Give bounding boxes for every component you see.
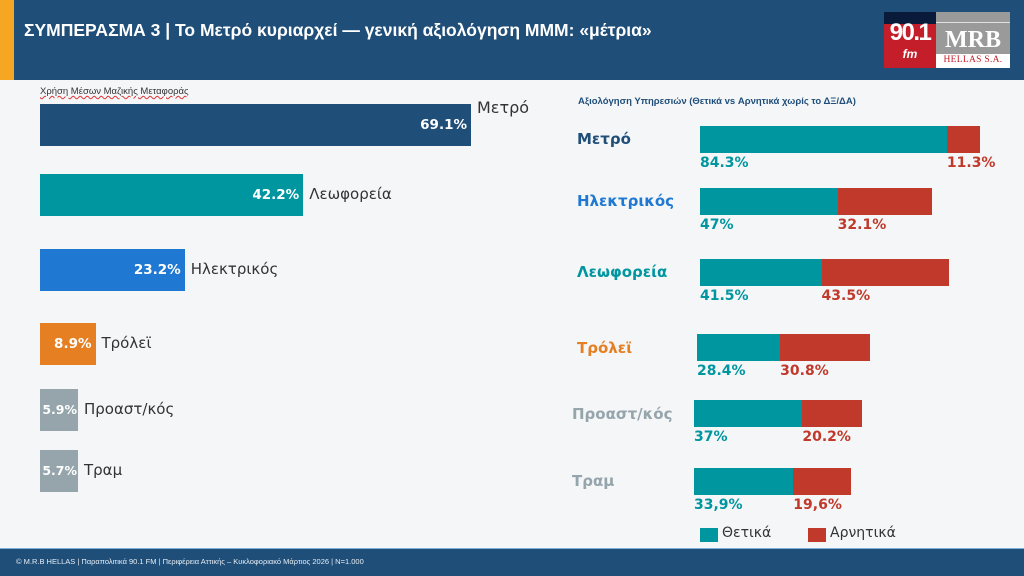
footer: © M.R.B HELLAS | Παραπολιτικά 90.1 FM | … (0, 548, 1024, 576)
usage-category-label: Προαστ/κός (84, 400, 175, 418)
rating-value-positive: 47% (700, 217, 734, 233)
usage-category-label: Μετρό (477, 98, 530, 117)
rating-value-positive: 41.5% (700, 288, 749, 304)
usage-bar-value-label: 5.9% (42, 402, 77, 417)
rating-value-positive: 84.3% (700, 155, 749, 171)
usage-bar: 42.2% (40, 174, 304, 216)
mrb-logo-subtext: HELLAS S.A. (943, 55, 1003, 65)
rating-value-negative: 30.8% (780, 363, 829, 379)
usage-category-label: Λεωφορεία (309, 185, 392, 203)
rating-category-label: Τρόλεϊ (577, 339, 632, 357)
usage-category-label: Ηλεκτρικός (190, 260, 279, 278)
rating-bar-negative (837, 188, 932, 215)
usage-bar-value-label: 23.2% (133, 262, 181, 278)
header-accent-stripe (0, 0, 14, 80)
rating-bar-positive (700, 259, 822, 286)
usage-bar: 5.7% (40, 450, 78, 492)
rating-bar-negative (802, 400, 862, 427)
rating-value-positive: 33,9% (694, 497, 743, 513)
usage-chart-title: Χρήση Μέσων Μαζικής Μεταφοράς (40, 86, 189, 97)
usage-bar: 69.1% (40, 104, 471, 146)
usage-bar-value-label: 42.2% (252, 187, 300, 203)
legend-swatch-positive (700, 528, 718, 542)
rating-value-negative: 43.5% (821, 288, 871, 304)
rating-bar-negative (793, 468, 851, 495)
rating-value-negative: 32.1% (837, 217, 887, 233)
rating-category-label: Προαστ/κός (572, 405, 673, 423)
rating-bar-positive (697, 334, 781, 361)
mrb-logo: MRB HELLAS S.A. (936, 12, 1010, 68)
usage-bar-value-label: 8.9% (54, 336, 92, 352)
rating-bar-positive (700, 126, 947, 153)
rating-value-positive: 37% (694, 429, 728, 445)
rating-category-label: Ηλεκτρικός (577, 192, 675, 210)
usage-bar: 23.2% (40, 249, 185, 291)
rating-category-label: Λεωφορεία (577, 263, 668, 281)
rating-bar-negative (946, 126, 980, 153)
mrb-logo-text: MRB (945, 27, 1001, 53)
legend-swatch-negative (808, 528, 826, 542)
rating-value-negative: 11.3% (946, 155, 996, 171)
legend-label-positive: Θετικά (722, 525, 772, 541)
radio-logo-fm: fm (902, 47, 918, 61)
legend-label-negative: Αρνητικά (830, 525, 896, 541)
logo: 90.1 fm MRB HELLAS S.A. (884, 12, 1010, 68)
rating-value-negative: 19,6% (793, 497, 842, 513)
radio-logo: 90.1 fm (884, 12, 936, 68)
header-banner: ΣΥΜΠΕΡΑΣΜΑ 3 | Το Μετρό κυριαρχεί — γενι… (0, 0, 1024, 80)
usage-category-label: Τραμ (84, 461, 123, 479)
rating-category-label: Τραμ (572, 472, 615, 490)
rating-value-positive: 28.4% (697, 363, 746, 379)
radio-logo-frequency: 90.1 (889, 19, 932, 46)
rating-category-label: Μετρό (577, 130, 631, 148)
rating-chart-title: Αξιολόγηση Υπηρεσιών (Θετικά vs Αρνητικά… (578, 96, 856, 107)
rating-bar-positive (694, 468, 794, 495)
usage-bar-value-label: 5.7% (42, 463, 77, 478)
rating-bar-positive (694, 400, 803, 427)
footer-credits: © M.R.B HELLAS | Παραπολιτικά 90.1 FM | … (16, 557, 364, 566)
rating-bar-positive (700, 188, 838, 215)
rating-bar-negative (780, 334, 871, 361)
page-title: ΣΥΜΠΕΡΑΣΜΑ 3 | Το Μετρό κυριαρχεί — γενι… (24, 20, 652, 40)
usage-bar-value-label: 69.1% (420, 117, 467, 133)
rating-bar-negative (821, 259, 949, 286)
usage-category-label: Τρόλεϊ (101, 334, 152, 352)
usage-bar: 5.9% (40, 389, 78, 431)
usage-bar: 8.9% (40, 323, 96, 365)
rating-value-negative: 20.2% (802, 429, 851, 445)
